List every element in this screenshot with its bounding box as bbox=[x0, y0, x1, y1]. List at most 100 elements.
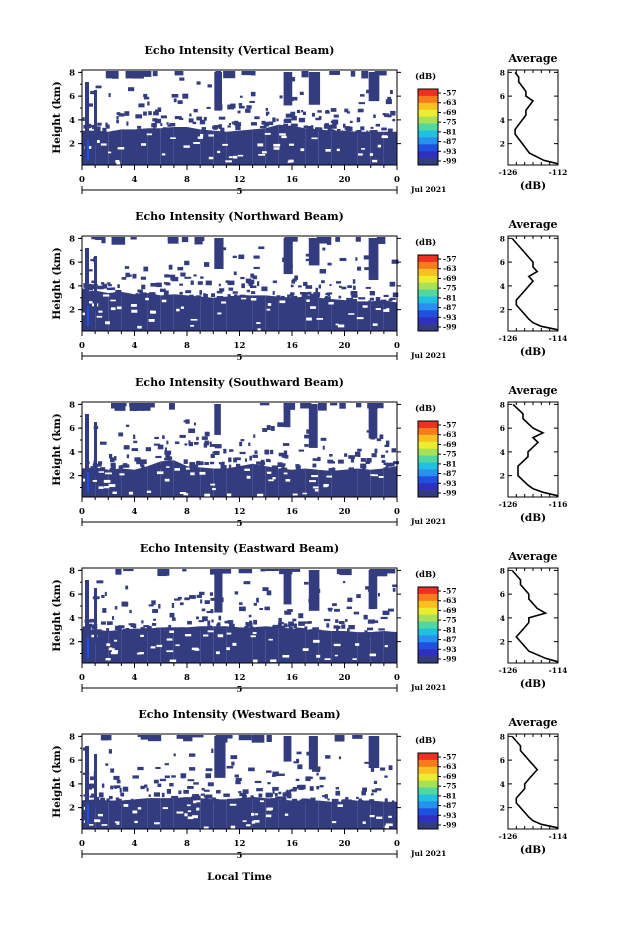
echo-cell bbox=[125, 272, 130, 278]
echo-cell bbox=[95, 629, 102, 633]
echo-layer-segment bbox=[239, 295, 253, 331]
gap-cell bbox=[362, 821, 366, 824]
gap-cell bbox=[104, 472, 112, 475]
echo-cell bbox=[124, 266, 130, 269]
echo-cell bbox=[272, 291, 275, 295]
gap-cell bbox=[257, 143, 264, 147]
echo-layer-segment bbox=[357, 800, 371, 829]
echo-cell bbox=[110, 785, 114, 790]
echo-cell bbox=[230, 281, 233, 285]
gap-cell bbox=[385, 823, 393, 827]
colorbar-swatch bbox=[418, 324, 438, 332]
colorbar-unit: (dB) bbox=[415, 569, 436, 580]
echo-cell bbox=[384, 468, 391, 473]
echo-cell bbox=[364, 267, 371, 271]
echo-cell bbox=[279, 626, 283, 629]
echo-cell bbox=[358, 800, 364, 803]
x-tick-label: 16 bbox=[286, 341, 298, 351]
echo-layer-segment bbox=[383, 801, 397, 829]
colorbar: -57-63-69-75-81-87-93-99 bbox=[417, 752, 457, 830]
echo-cell bbox=[95, 126, 101, 132]
echo-cell bbox=[227, 294, 231, 298]
echo-cell bbox=[153, 792, 161, 797]
echo-cell bbox=[389, 90, 393, 95]
avg-y-tick-label: 6 bbox=[500, 258, 505, 267]
avg-x-label: (dB) bbox=[520, 346, 546, 358]
echo-cell bbox=[125, 424, 130, 427]
x-tick-label: 12 bbox=[234, 673, 246, 683]
echo-cell bbox=[118, 113, 125, 117]
panel-title: Echo Intensity (Vertical Beam) bbox=[144, 44, 334, 57]
echo-cell bbox=[196, 594, 202, 598]
echo-cell bbox=[365, 286, 371, 289]
echo-cell bbox=[145, 447, 152, 452]
x-tick-label: 0 bbox=[394, 341, 400, 351]
echo-cell bbox=[152, 608, 158, 613]
echo-cell bbox=[356, 796, 359, 799]
colorbar-swatch bbox=[418, 441, 438, 449]
echo-cell bbox=[296, 758, 300, 764]
gap-cell bbox=[232, 155, 238, 159]
y-tick-label: 2 bbox=[69, 472, 75, 482]
echo-layer-segment bbox=[383, 300, 397, 331]
echo-cell bbox=[102, 127, 107, 133]
x-tick-label: 8 bbox=[184, 673, 190, 683]
gap-cell bbox=[300, 148, 305, 152]
echo-cell bbox=[319, 127, 323, 131]
echo-cell bbox=[235, 122, 242, 126]
echo-layer-segment bbox=[383, 466, 397, 497]
colorbar-swatch bbox=[418, 614, 438, 622]
echo-layer-segment bbox=[160, 460, 174, 497]
echo-cell bbox=[167, 124, 172, 127]
echo-cell bbox=[174, 441, 180, 445]
avg-y-tick-label: 2 bbox=[500, 638, 505, 647]
colorbar-swatch bbox=[418, 158, 438, 166]
echo-layer-segment bbox=[160, 294, 174, 331]
echo-cell bbox=[133, 434, 136, 439]
echo-layer-segment bbox=[265, 626, 279, 663]
echo-cell bbox=[91, 624, 95, 630]
echo-cell bbox=[101, 237, 106, 244]
panel-0: Echo Intensity (Vertical Beam) 2 4 6 8 Height… bbox=[51, 44, 567, 197]
panel-4: Echo Intensity (Westward Beam) 2 4 6 8 Height… bbox=[51, 708, 567, 861]
echo-cell bbox=[164, 775, 170, 779]
gap-cell bbox=[334, 654, 338, 657]
echo-cell bbox=[131, 71, 144, 79]
echo-cell bbox=[202, 616, 208, 622]
echo-layer-segment bbox=[121, 129, 135, 165]
echo-cell bbox=[329, 71, 341, 75]
echo-layer-segment bbox=[278, 468, 292, 497]
colorbar-swatch bbox=[418, 801, 438, 809]
colorbar-swatch bbox=[418, 773, 438, 781]
echo-cell bbox=[207, 620, 211, 626]
y-axis-label: Height (km) bbox=[51, 413, 63, 485]
gap-cell bbox=[195, 800, 201, 803]
echo-layer-segment bbox=[226, 466, 240, 497]
echo-cell bbox=[176, 735, 189, 739]
echo-cell bbox=[358, 297, 366, 300]
colorbar-tick-label: -57 bbox=[443, 255, 457, 264]
echo-cell bbox=[301, 628, 305, 633]
echo-cell bbox=[268, 121, 274, 126]
colorbar-tick-label: -81 bbox=[443, 459, 457, 468]
echo-cell bbox=[108, 93, 111, 98]
echo-cell bbox=[168, 264, 173, 270]
echo-cell bbox=[304, 626, 308, 631]
echo-cell bbox=[239, 294, 246, 299]
echo-cell bbox=[107, 622, 110, 626]
echo-cell bbox=[299, 91, 304, 95]
day-label: 5 bbox=[237, 187, 243, 197]
x-tick-label: 12 bbox=[234, 839, 246, 849]
echo-cell bbox=[391, 448, 397, 453]
echo-cell bbox=[284, 569, 292, 575]
echo-cell bbox=[373, 631, 381, 636]
gap-cell bbox=[253, 820, 260, 823]
gap-cell bbox=[264, 132, 271, 135]
echo-cell bbox=[189, 595, 196, 599]
echo-cell bbox=[129, 609, 132, 614]
colorbar-swatch bbox=[418, 628, 438, 636]
echo-cell bbox=[193, 422, 196, 426]
colorbar-swatch bbox=[418, 822, 438, 830]
echo-cell bbox=[316, 786, 320, 790]
echo-cell bbox=[151, 623, 157, 626]
